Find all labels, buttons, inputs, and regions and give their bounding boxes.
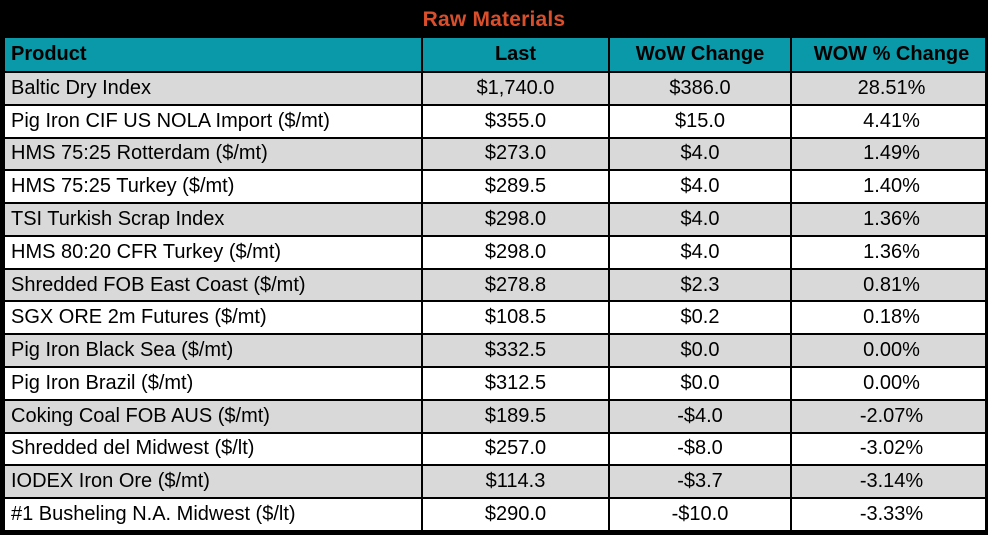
cell-last: $114.3 (421, 464, 610, 500)
cell-wow-change: $386.0 (608, 71, 792, 106)
header-wow-change: WoW Change (608, 36, 792, 73)
table-row: SGX ORE 2m Futures ($/mt) $108.5 $0.2 0.18% (3, 300, 985, 336)
cell-wow-pct-change: 28.51% (790, 71, 985, 106)
cell-wow-pct-change: 1.49% (790, 136, 985, 172)
header-last: Last (421, 36, 610, 73)
cell-wow-change: $4.0 (608, 202, 792, 237)
cell-last: $273.0 (421, 136, 610, 172)
cell-product: IODEX Iron Ore ($/mt) (3, 464, 423, 500)
cell-wow-change: $15.0 (608, 103, 792, 139)
cell-product: Pig Iron Black Sea ($/mt) (3, 333, 423, 369)
cell-product: HMS 75:25 Rotterdam ($/mt) (3, 136, 423, 172)
cell-wow-change: $0.2 (608, 300, 792, 336)
cell-wow-pct-change: 0.81% (790, 267, 985, 303)
cell-product: Baltic Dry Index (3, 71, 423, 106)
cell-wow-pct-change: 4.41% (790, 103, 985, 139)
cell-wow-change: $0.0 (608, 333, 792, 369)
cell-product: TSI Turkish Scrap Index (3, 202, 423, 237)
cell-last: $290.0 (421, 497, 610, 532)
cell-last: $1,740.0 (421, 71, 610, 106)
cell-wow-change: -$4.0 (608, 398, 792, 434)
table-row: HMS 80:20 CFR Turkey ($/mt) $298.0 $4.0 1.3… (3, 234, 985, 270)
cell-last: $289.5 (421, 169, 610, 205)
cell-wow-change: -$3.7 (608, 464, 792, 500)
table-row: Pig Iron Black Sea ($/mt) $332.5 $0.0 0.00% (3, 333, 985, 369)
data-table: Product Last WoW Change WOW % Change Bal… (3, 36, 985, 532)
table-row: Pig Iron CIF US NOLA Import ($/mt) $355.0… (3, 103, 985, 139)
cell-wow-change: $0.0 (608, 366, 792, 401)
table-row: HMS 75:25 Rotterdam ($/mt) $273.0 $4.0 1.49… (3, 136, 985, 172)
cell-last: $108.5 (421, 300, 610, 336)
cell-product: Pig Iron CIF US NOLA Import ($/mt) (3, 103, 423, 139)
header-row: Product Last WoW Change WOW % Change (3, 36, 985, 73)
table-body: Baltic Dry Index $1,740.0 $386.0 28.51% Pig … (3, 71, 985, 532)
cell-wow-pct-change: 1.36% (790, 234, 985, 270)
cell-wow-change: $4.0 (608, 169, 792, 205)
table-row: IODEX Iron Ore ($/mt) $114.3 -$3.7 -3.14% (3, 464, 985, 500)
table-row: Baltic Dry Index $1,740.0 $386.0 28.51% (3, 71, 985, 106)
cell-wow-change: -$10.0 (608, 497, 792, 532)
cell-wow-change: $2.3 (608, 267, 792, 303)
cell-product: HMS 75:25 Turkey ($/mt) (3, 169, 423, 205)
cell-product: #1 Busheling N.A. Midwest ($/lt) (3, 497, 423, 532)
cell-product: Coking Coal FOB AUS ($/mt) (3, 398, 423, 434)
cell-wow-change: -$8.0 (608, 431, 792, 467)
cell-wow-pct-change: -3.33% (790, 497, 985, 532)
table-row: Pig Iron Brazil ($/mt) $312.5 $0.0 0.00% (3, 366, 985, 401)
table-row: Coking Coal FOB AUS ($/mt) $189.5 -$4.0 -2.… (3, 398, 985, 434)
table-row: #1 Busheling N.A. Midwest ($/lt) $290.0 -$… (3, 497, 985, 532)
cell-wow-pct-change: 1.36% (790, 202, 985, 237)
cell-product: SGX ORE 2m Futures ($/mt) (3, 300, 423, 336)
table-row: Shredded del Midwest ($/lt) $257.0 -$8.0 -3… (3, 431, 985, 467)
cell-wow-pct-change: 0.00% (790, 366, 985, 401)
cell-wow-pct-change: 0.00% (790, 333, 985, 369)
table-row: HMS 75:25 Turkey ($/mt) $289.5 $4.0 1.40% (3, 169, 985, 205)
table-row: Shredded FOB East Coast ($/mt) $278.8 $2.3… (3, 267, 985, 303)
cell-product: HMS 80:20 CFR Turkey ($/mt) (3, 234, 423, 270)
table-title-bar: Raw Materials (3, 3, 985, 36)
cell-product: Pig Iron Brazil ($/mt) (3, 366, 423, 401)
cell-wow-pct-change: 0.18% (790, 300, 985, 336)
cell-product: Shredded del Midwest ($/lt) (3, 431, 423, 467)
cell-last: $298.0 (421, 202, 610, 237)
header-wow-pct-change: WOW % Change (790, 36, 985, 73)
table-row: TSI Turkish Scrap Index $298.0 $4.0 1.36% (3, 202, 985, 237)
cell-last: $298.0 (421, 234, 610, 270)
cell-wow-pct-change: -3.14% (790, 464, 985, 500)
cell-last: $355.0 (421, 103, 610, 139)
cell-wow-pct-change: -2.07% (790, 398, 985, 434)
cell-wow-change: $4.0 (608, 234, 792, 270)
cell-last: $257.0 (421, 431, 610, 467)
cell-product: Shredded FOB East Coast ($/mt) (3, 267, 423, 303)
cell-last: $189.5 (421, 398, 610, 434)
cell-last: $332.5 (421, 333, 610, 369)
cell-wow-change: $4.0 (608, 136, 792, 172)
cell-last: $278.8 (421, 267, 610, 303)
table-title: Raw Materials (422, 7, 566, 31)
cell-last: $312.5 (421, 366, 610, 401)
header-product: Product (3, 36, 423, 73)
cell-wow-pct-change: -3.02% (790, 431, 985, 467)
cell-wow-pct-change: 1.40% (790, 169, 985, 205)
